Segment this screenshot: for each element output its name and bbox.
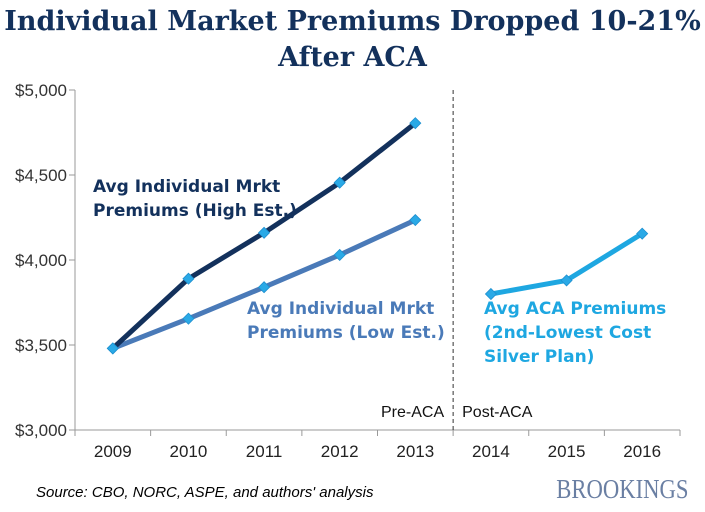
data-point-marker — [257, 226, 271, 239]
data-point-marker — [106, 342, 119, 355]
chart-title-line-1: Individual Market Premiums Dropped 10-21… — [4, 6, 701, 37]
chart-title: Individual Market Premiums Dropped 10-21… — [0, 4, 705, 76]
chart-title-line-2: After ACA — [278, 42, 427, 73]
data-point-marker — [560, 274, 573, 287]
x-tick-label: 2015 — [548, 442, 586, 461]
data-point-marker — [409, 117, 422, 130]
x-tick-label: 2012 — [321, 442, 359, 461]
x-tick-label: 2013 — [396, 442, 434, 461]
x-tick-label: 2014 — [472, 442, 510, 461]
series-label: Avg Individual Mrkt — [93, 177, 280, 197]
brookings-logo: BROOKINGS — [556, 474, 689, 504]
data-point-marker — [409, 213, 422, 227]
series-label: Premiums (Low Est.) — [247, 323, 445, 343]
x-tick-label: 2016 — [623, 442, 661, 461]
data-point-marker — [257, 281, 271, 294]
data-point-marker — [182, 272, 195, 285]
series-label: Avg Individual Mrkt — [247, 299, 434, 319]
data-point-marker — [484, 287, 498, 301]
y-tick-label: $4,000 — [15, 251, 67, 270]
series-label: Premiums (High Est.) — [93, 201, 297, 221]
y-tick-label: $3,500 — [15, 336, 67, 355]
y-tick-label: $4,500 — [15, 166, 67, 185]
y-tick-label: $5,000 — [15, 81, 67, 100]
pre-aca-label: Pre-ACA — [381, 404, 444, 421]
source-note: Source: CBO, NORC, ASPE, and authors' an… — [36, 484, 374, 501]
x-tick-label: 2011 — [246, 442, 283, 461]
y-tick-label: $3,000 — [15, 421, 67, 440]
data-point-marker — [182, 312, 195, 325]
data-point-marker — [333, 176, 346, 189]
series-label: Avg ACA Premiums — [484, 299, 666, 319]
data-point-marker — [333, 248, 346, 261]
post-aca-label: Post-ACA — [462, 404, 533, 421]
series-label: Silver Plan) — [484, 347, 594, 367]
data-point-marker — [636, 227, 649, 240]
x-tick-label: 2010 — [170, 442, 208, 461]
x-tick-label: 2009 — [94, 442, 132, 461]
series-label: (2nd-Lowest Cost — [484, 323, 651, 343]
